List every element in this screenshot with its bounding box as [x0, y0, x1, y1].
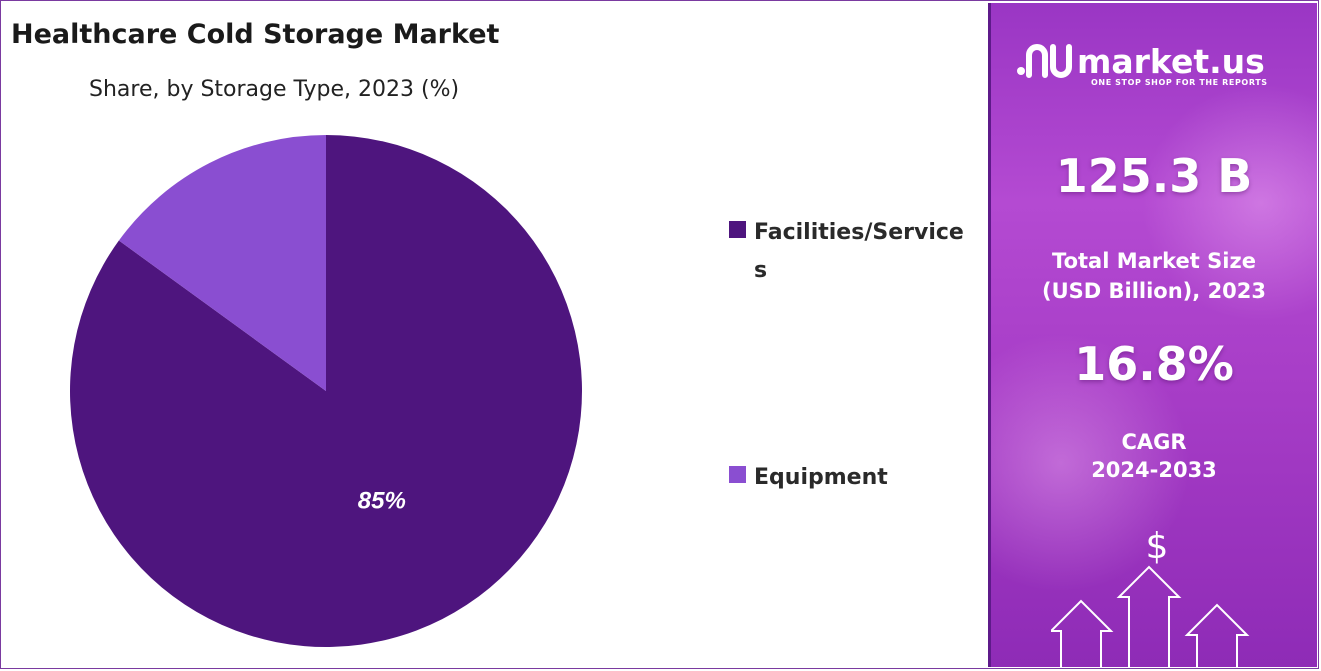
market-size-value: 125.3 B	[1055, 149, 1253, 203]
market-size-label-line2: (USD Billion), 2023	[1041, 279, 1267, 303]
legend-item-equipment: Equipment	[729, 459, 888, 497]
legend-label-equipment: Equipment	[754, 465, 888, 490]
legend-label-facilities: Facilities/Services	[754, 220, 964, 283]
summary-panel: market.us ONE STOP SHOP FOR THE REPORTS …	[988, 3, 1317, 667]
brand-tagline: ONE STOP SHOP FOR THE REPORTS	[1091, 78, 1268, 87]
pie-chart: 85%	[69, 135, 582, 647]
background-glow	[991, 333, 1191, 593]
chart-title: Healthcare Cold Storage Market	[11, 19, 500, 50]
legend-item-facilities: Facilities/Services	[729, 214, 979, 290]
market-size-label-line1: Total Market Size	[1052, 249, 1256, 273]
legend-swatch-facilities	[729, 221, 746, 238]
dollar-icon: $	[1145, 526, 1169, 567]
cagr-period: 2024-2033	[1091, 458, 1217, 482]
pie-label-facilities: 85%	[358, 487, 406, 514]
cagr-value: 16.8%	[1074, 337, 1234, 391]
brand-name: market.us	[1077, 41, 1265, 81]
cagr-label: CAGR	[1121, 430, 1187, 454]
chart-subtitle: Share, by Storage Type, 2023 (%)	[89, 77, 460, 102]
growth-arrows-icon	[1051, 565, 1250, 667]
brand-logo: market.us	[1013, 41, 1265, 81]
pie-slice-equipment	[118, 135, 326, 391]
market-us-logo-icon	[1017, 44, 1072, 78]
chart-panel: Healthcare Cold Storage Market Share, by…	[1, 1, 987, 668]
legend-swatch-equipment	[729, 466, 746, 483]
